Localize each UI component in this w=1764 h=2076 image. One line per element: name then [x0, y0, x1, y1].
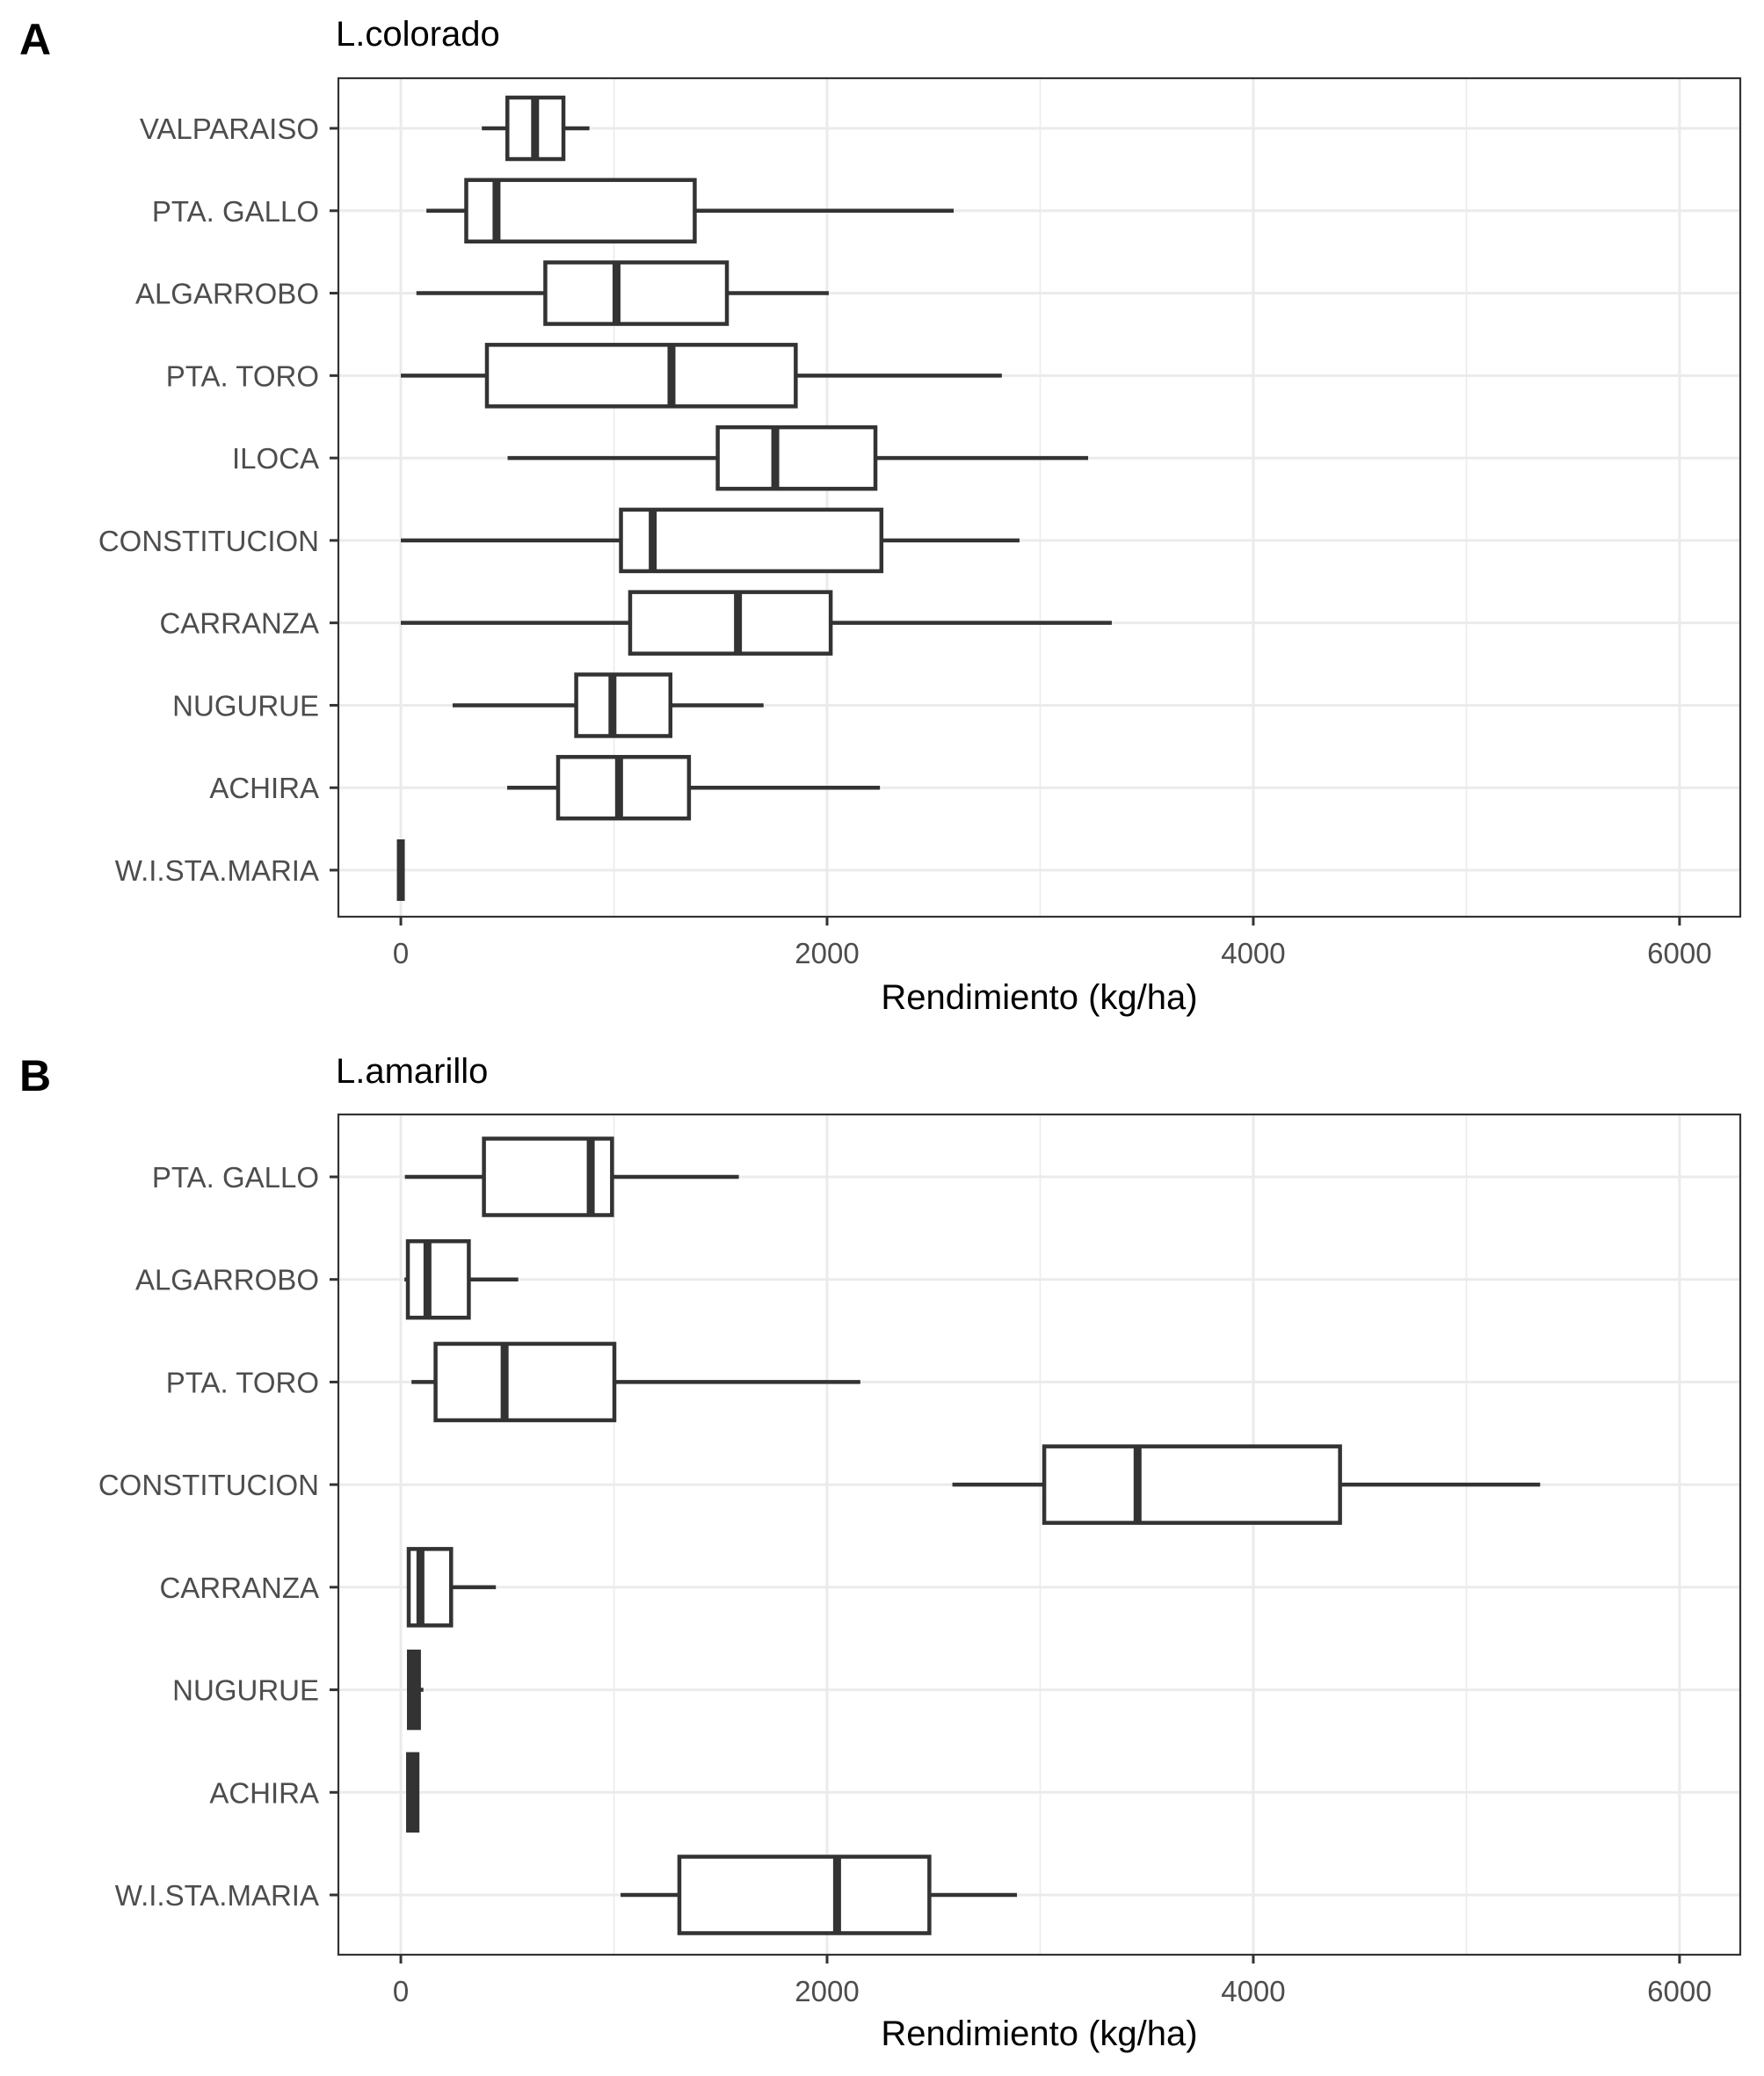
x-tick-label: 0: [393, 937, 409, 969]
box-achira: [406, 1752, 420, 1833]
box-iqr: [484, 343, 798, 409]
box-iqr: [715, 425, 878, 491]
y-tick-label: ALGARROBO: [135, 278, 319, 310]
x-tick-label: 0: [393, 1975, 409, 2007]
x-tick-label: 6000: [1647, 937, 1711, 969]
y-tick-label: W.I.STA.MARIA: [115, 854, 319, 887]
y-tick-label: ACHIRA: [209, 772, 319, 804]
panel-border: [337, 1113, 1742, 1956]
box-valparaiso: [482, 95, 590, 162]
x-tick-label: 4000: [1221, 937, 1285, 969]
panel-letter: B: [19, 1051, 51, 1100]
box-pta-gallo: [404, 1136, 739, 1217]
box-iqr: [555, 754, 692, 821]
x-tick-label: 6000: [1647, 1975, 1711, 2007]
y-tick-label: CARRANZA: [159, 607, 319, 640]
box-algarrobo: [416, 260, 829, 326]
y-tick-label: CONSTITUCION: [98, 525, 319, 557]
panel-title: L.colorado: [336, 15, 500, 54]
x-axis-title: Rendimiento (kg/ha): [881, 978, 1197, 1017]
box-carranza: [401, 590, 1112, 656]
box-iqr: [543, 260, 730, 326]
box-achira: [507, 754, 881, 821]
box-w-i-sta-maria: [621, 1855, 1018, 1935]
box-pta-toro: [401, 343, 1002, 409]
y-tick-label: CONSTITUCION: [98, 1469, 319, 1501]
box-pta-gallo: [426, 178, 955, 244]
box-algarrobo: [404, 1238, 519, 1320]
x-tick-label: 4000: [1221, 1975, 1285, 2007]
y-tick-label: W.I.STA.MARIA: [115, 1879, 319, 1912]
x-axis-title: Rendimiento (kg/ha): [881, 2014, 1197, 2053]
y-tick-label: PTA. GALLO: [152, 195, 319, 228]
y-tick-label: NUGURUE: [172, 1674, 319, 1707]
x-tick-label: 2000: [795, 1975, 859, 2007]
box-iqr: [1042, 1444, 1342, 1525]
y-tick-label: ILOCA: [232, 442, 319, 475]
box-nugurue: [407, 1649, 424, 1731]
panel-letter: A: [19, 15, 51, 64]
plot-background: [338, 1114, 1740, 1955]
y-tick-label: VALPARAISO: [140, 113, 319, 145]
panel-a: A L.colorado VALPARAISO PTA. GALLO ALGARROBO…: [19, 15, 1742, 1017]
box-iqr: [619, 507, 884, 574]
panel-border: [337, 76, 1742, 918]
y-tick-label: PTA. TORO: [166, 1366, 319, 1398]
box-carranza: [406, 1547, 497, 1628]
x-tick-label: 2000: [795, 937, 859, 969]
box-iqr: [433, 1341, 617, 1423]
box-iqr: [628, 590, 833, 656]
box-iqr: [405, 1238, 471, 1320]
box-constitucion: [401, 507, 1020, 574]
box-iqr: [574, 672, 673, 738]
box-iqr: [464, 178, 697, 244]
y-tick-label: NUGURUE: [172, 689, 319, 722]
panel-title: L.amarillo: [336, 1052, 488, 1091]
box-iloca: [507, 425, 1089, 491]
y-tick-label: ALGARROBO: [135, 1264, 319, 1296]
box-constitucion: [952, 1444, 1541, 1525]
y-tick-label: PTA. GALLO: [152, 1161, 319, 1194]
box-nugurue: [452, 672, 764, 738]
box-iqr: [406, 1547, 454, 1628]
box-pta-toro: [411, 1341, 860, 1423]
y-tick-label: ACHIRA: [209, 1776, 319, 1809]
y-tick-label: PTA. TORO: [166, 359, 319, 392]
panel-b: B L.amarillo PTA. GALLO ALGARROBO PTA. TORO C…: [19, 1051, 1742, 2053]
box-iqr: [677, 1855, 932, 1935]
y-tick-label: CARRANZA: [159, 1572, 319, 1604]
